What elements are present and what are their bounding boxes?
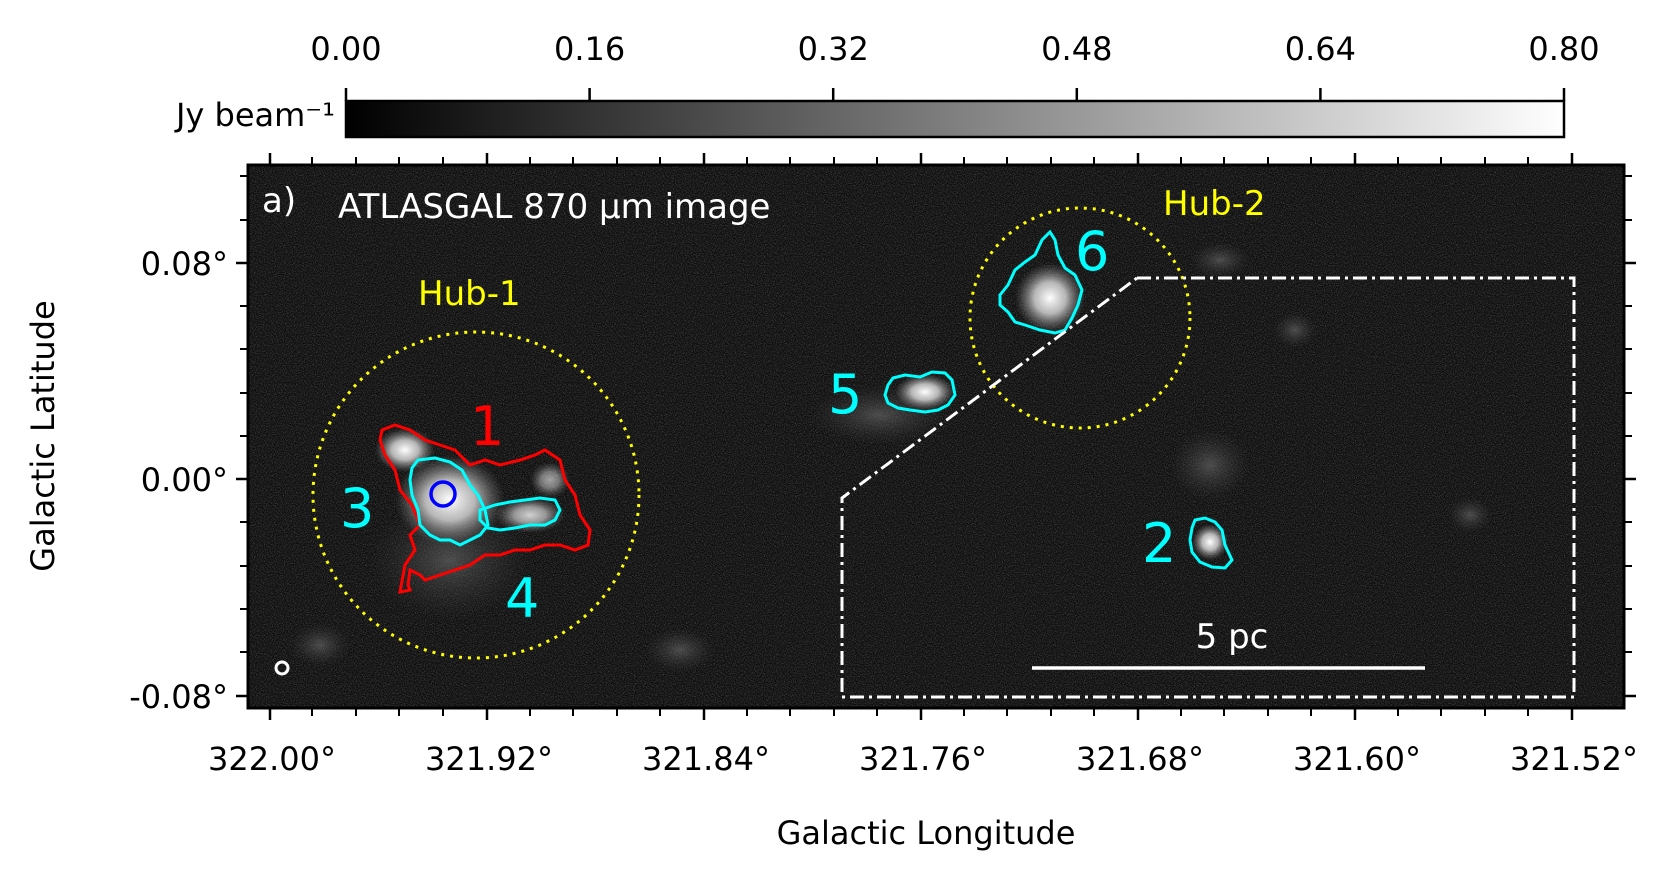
clump-4-contour bbox=[478, 496, 562, 532]
bright-sources bbox=[375, 263, 1228, 560]
y-tick-0: 0.08° bbox=[141, 245, 228, 283]
x-tick-4: 321.68° bbox=[1076, 740, 1204, 778]
panel-label: a) bbox=[262, 181, 296, 221]
image-noise bbox=[248, 165, 1624, 708]
y-axis-title: Galactic Latitude bbox=[24, 300, 62, 571]
y-tick-1: 0.00° bbox=[141, 461, 228, 499]
x-tick-1: 321.92° bbox=[425, 740, 553, 778]
colorbar-tick-5: 0.80 bbox=[1528, 30, 1599, 68]
hub-1-label: Hub-1 bbox=[418, 274, 521, 314]
clump-1-label: 1 bbox=[470, 395, 504, 458]
clump-6-contour bbox=[998, 229, 1084, 335]
colorbar-ticks bbox=[344, 88, 1566, 101]
scale-bar-label: 5 pc bbox=[1196, 617, 1269, 657]
beam-icon bbox=[274, 660, 290, 676]
image-panel: 5 pc a) ATLASGAL 870 μm image Hub-1 Hub-… bbox=[248, 165, 1624, 708]
clump-6-label: 6 bbox=[1075, 220, 1109, 283]
colorbar-tick-4: 0.64 bbox=[1285, 30, 1356, 68]
x-tick-6: 321.52° bbox=[1510, 740, 1638, 778]
clump-4-label: 4 bbox=[505, 567, 539, 630]
clump-2-label: 2 bbox=[1142, 512, 1176, 575]
clump-5-label: 5 bbox=[828, 363, 862, 426]
image-title: ATLASGAL 870 μm image bbox=[338, 187, 770, 227]
y-tick-2: -0.08° bbox=[129, 678, 228, 716]
x-tick-2: 321.84° bbox=[642, 740, 770, 778]
hub-1-circle bbox=[311, 330, 641, 660]
region-outline bbox=[840, 276, 1576, 699]
x-minor-ticks bbox=[311, 157, 1529, 716]
colorbar-tick-1: 0.16 bbox=[554, 30, 625, 68]
y-major-ticks bbox=[236, 261, 1636, 698]
colorbar-tick-3: 0.48 bbox=[1041, 30, 1112, 68]
clump-1-contour bbox=[378, 423, 592, 594]
x-major-ticks bbox=[268, 153, 1574, 720]
colorbar-tick-0: 0.00 bbox=[310, 30, 381, 68]
y-minor-ticks bbox=[240, 175, 1632, 653]
x-tick-5: 321.60° bbox=[1293, 740, 1421, 778]
clump-3-contour bbox=[408, 456, 490, 547]
clump-5-contour bbox=[883, 370, 957, 414]
hub-2-circle bbox=[968, 206, 1192, 430]
colorbar-tick-2: 0.32 bbox=[798, 30, 869, 68]
clump-3-label: 3 bbox=[340, 477, 374, 540]
clump-2-contour bbox=[1188, 516, 1234, 570]
x-axis-title: Galactic Longitude bbox=[777, 814, 1076, 852]
x-tick-3: 321.76° bbox=[859, 740, 987, 778]
marker-circle bbox=[429, 480, 457, 508]
colorbar-gradient bbox=[344, 99, 1566, 139]
x-tick-0: 322.00° bbox=[208, 740, 336, 778]
hub-2-label: Hub-2 bbox=[1163, 184, 1266, 224]
colorbar: 0.00 0.16 0.32 0.48 0.64 0.80 Jy beam⁻¹ bbox=[174, 30, 1600, 139]
colorbar-unit-label: Jy beam⁻¹ bbox=[174, 96, 335, 134]
